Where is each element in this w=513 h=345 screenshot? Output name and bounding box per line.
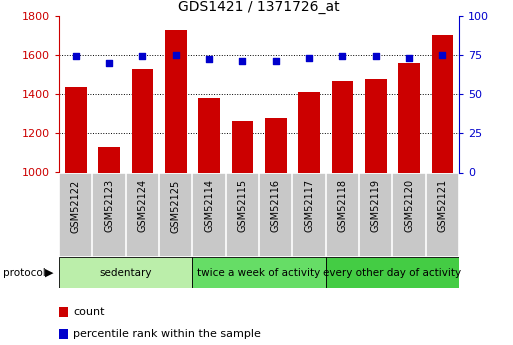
- Point: [438, 52, 446, 58]
- Bar: [326, 257, 459, 288]
- Text: GSM52119: GSM52119: [371, 179, 381, 232]
- Point: [371, 53, 380, 59]
- Point: [238, 58, 246, 64]
- Text: ▶: ▶: [45, 268, 54, 277]
- Text: count: count: [73, 307, 105, 317]
- Point: [305, 55, 313, 61]
- Bar: [431, 35, 453, 172]
- Point: [71, 53, 80, 59]
- Text: GSM52123: GSM52123: [104, 179, 114, 233]
- Text: GSM52114: GSM52114: [204, 179, 214, 232]
- Bar: [331, 81, 353, 172]
- Text: GSM52120: GSM52120: [404, 179, 414, 233]
- Bar: [131, 69, 153, 172]
- Bar: [192, 257, 326, 288]
- Bar: [298, 92, 320, 172]
- Text: GSM52122: GSM52122: [71, 179, 81, 233]
- Bar: [59, 257, 192, 288]
- Text: GSM52117: GSM52117: [304, 179, 314, 233]
- Bar: [231, 121, 253, 172]
- Text: GSM52116: GSM52116: [271, 179, 281, 232]
- Point: [405, 55, 413, 61]
- Title: GDS1421 / 1371726_at: GDS1421 / 1371726_at: [178, 0, 340, 14]
- Point: [105, 60, 113, 65]
- Point: [171, 52, 180, 58]
- Text: GSM52125: GSM52125: [171, 179, 181, 233]
- Text: twice a week of activity: twice a week of activity: [198, 268, 321, 277]
- Text: GSM52121: GSM52121: [438, 179, 447, 233]
- Bar: [65, 87, 87, 172]
- Text: GSM52124: GSM52124: [137, 179, 147, 233]
- Point: [205, 57, 213, 62]
- Bar: [398, 63, 420, 172]
- Text: every other day of activity: every other day of activity: [323, 268, 462, 277]
- Text: percentile rank within the sample: percentile rank within the sample: [73, 329, 261, 339]
- Text: sedentary: sedentary: [100, 268, 152, 277]
- Bar: [98, 147, 120, 172]
- Point: [271, 58, 280, 64]
- Bar: [198, 98, 220, 172]
- Point: [338, 53, 346, 59]
- Text: GSM52115: GSM52115: [238, 179, 247, 233]
- Text: protocol: protocol: [3, 268, 45, 277]
- Text: GSM52118: GSM52118: [338, 179, 347, 232]
- Bar: [365, 79, 387, 172]
- Bar: [165, 30, 187, 172]
- Point: [138, 53, 147, 59]
- Bar: [265, 118, 287, 172]
